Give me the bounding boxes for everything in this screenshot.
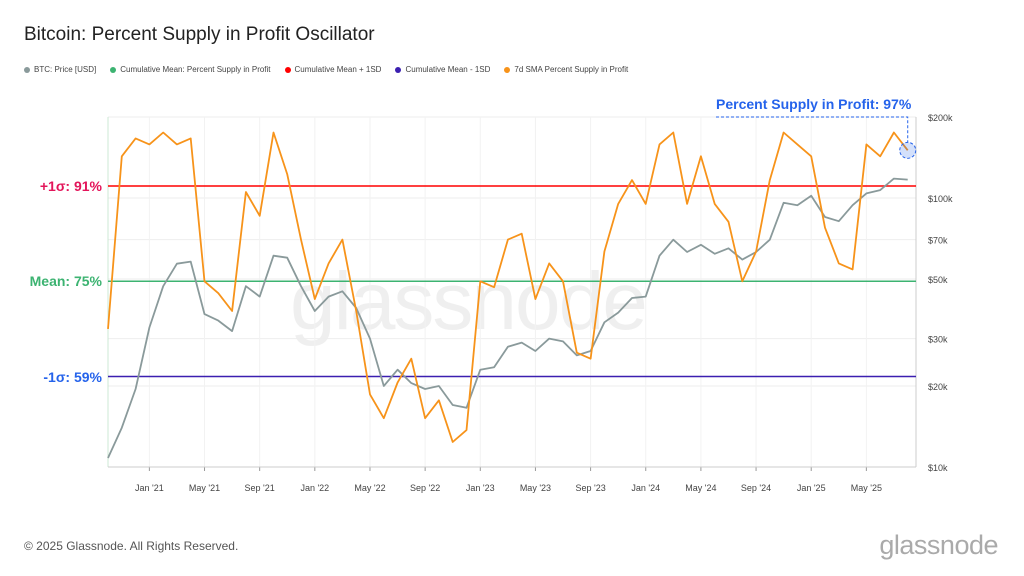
copyright: © 2025 Glassnode. All Rights Reserved.: [24, 539, 239, 553]
x-tick-label: Jan '23: [466, 483, 495, 493]
y-tick-label: $10k: [928, 463, 948, 473]
glassnode-logo: glassnode: [879, 530, 998, 560]
x-tick-label: Sep '24: [741, 483, 771, 493]
x-tick-label: Jan '21: [135, 483, 164, 493]
x-tick-label: May '22: [354, 483, 385, 493]
y-tick-label: $70k: [928, 236, 948, 246]
legend: BTC: Price [USD] Cumulative Mean: Percen…: [24, 65, 628, 74]
legend-item-mean[interactable]: Cumulative Mean: Percent Supply in Profi…: [110, 65, 271, 74]
x-tick-label: May '21: [189, 483, 220, 493]
annotation-leader: [716, 116, 909, 143]
x-tick-label: Jan '22: [300, 483, 329, 493]
x-tick-label: Sep '23: [575, 483, 605, 493]
annotation-label: Percent Supply in Profit: 97%: [716, 96, 912, 112]
x-tick-label: May '24: [685, 483, 716, 493]
y-tick-label: $200k: [928, 113, 953, 123]
x-tick-label: Sep '22: [410, 483, 440, 493]
annotation-marker: [899, 141, 917, 159]
y-tick-label: $30k: [928, 335, 948, 345]
y-tick-label: $50k: [928, 275, 948, 285]
y-tick-label: $20k: [928, 382, 948, 392]
level-label-plus1sd: +1σ: 91%: [39, 178, 102, 194]
level-label-mean: Mean: 75%: [29, 273, 102, 289]
btc-price-line: [107, 177, 908, 459]
x-tick-label: Sep '21: [245, 483, 275, 493]
watermark: glassnode: [290, 256, 648, 347]
sma-supply-in-profit-line: [107, 131, 909, 443]
legend-item-minus1sd[interactable]: Cumulative Mean - 1SD: [395, 65, 490, 74]
legend-item-sma[interactable]: 7d SMA Percent Supply in Profit: [504, 65, 628, 74]
x-tick-label: May '25: [851, 483, 882, 493]
x-tick-label: May '23: [520, 483, 551, 493]
level-label-minus1sd: -1σ: 59%: [43, 369, 102, 385]
x-tick-label: Jan '24: [631, 483, 660, 493]
chart-title: Bitcoin: Percent Supply in Profit Oscill…: [24, 24, 375, 45]
legend-item-price[interactable]: BTC: Price [USD]: [24, 65, 96, 74]
y-tick-label: $100k: [928, 194, 953, 204]
x-tick-label: Jan '25: [797, 483, 826, 493]
legend-item-plus1sd[interactable]: Cumulative Mean + 1SD: [284, 65, 381, 74]
